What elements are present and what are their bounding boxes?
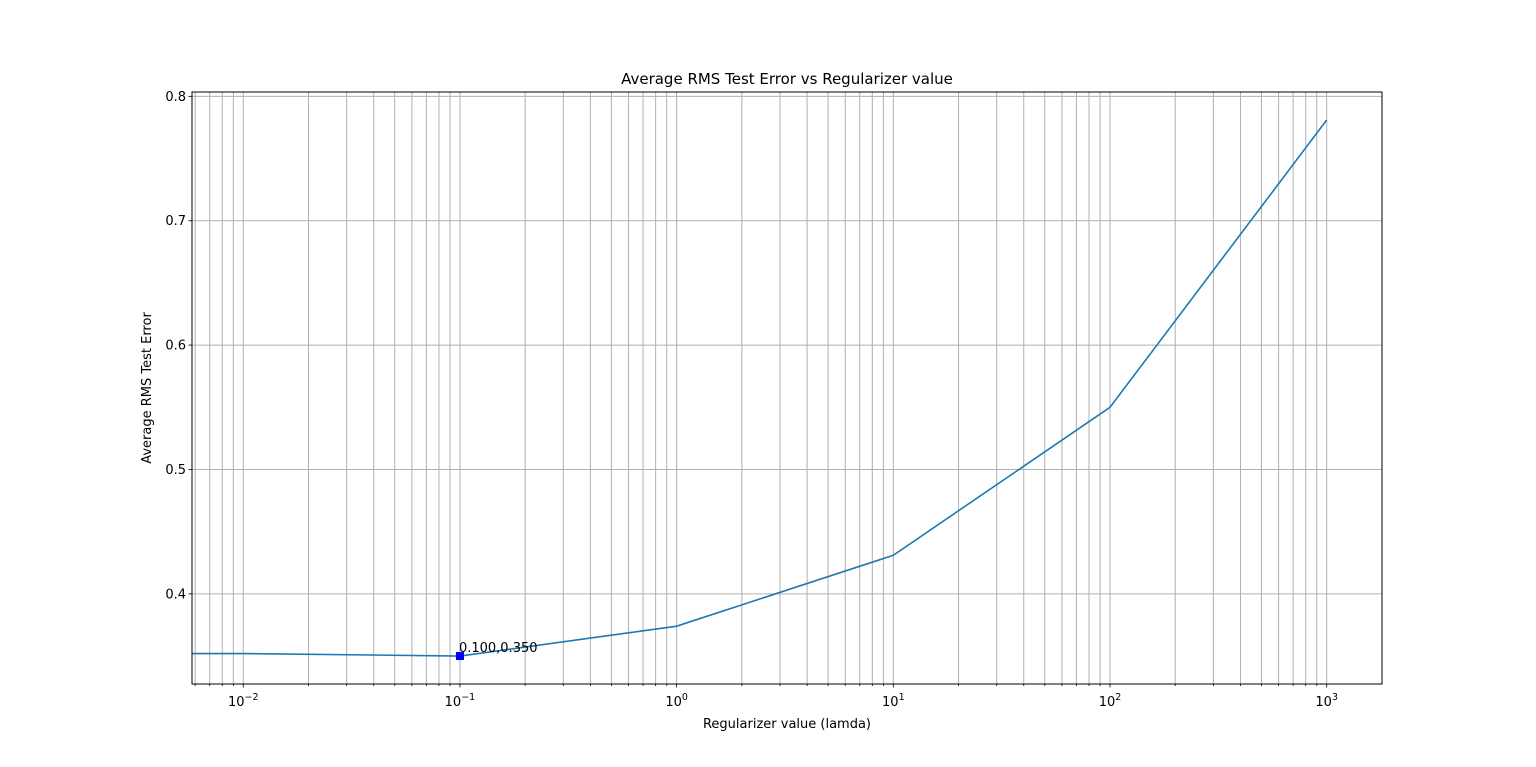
x-tick-label: 102	[1099, 692, 1122, 710]
x-tick-label: 10−2	[228, 692, 259, 710]
series-layer: 0.100,0.350	[192, 119, 1328, 661]
minimum-marker	[455, 652, 464, 661]
plot-frame	[191, 91, 1383, 685]
chart-title: Average RMS Test Error vs Regularizer va…	[621, 70, 953, 88]
ticks: 0.4 0.5 0.6 0.7 0.8 10−2 10−1 100 101 102 103	[165, 90, 1338, 710]
series-line	[192, 119, 1328, 657]
x-tick-label: 101	[882, 692, 905, 710]
y-tick-label: 0.6	[165, 339, 186, 354]
x-tick-label: 103	[1315, 692, 1338, 710]
x-tick-label: 100	[665, 692, 688, 710]
y-tick-label: 0.7	[165, 214, 186, 229]
x-tick-label: 10−1	[445, 692, 476, 710]
minimum-annotation: 0.100,0.350	[459, 641, 538, 656]
y-tick-label: 0.5	[165, 463, 186, 478]
y-axis-label: Average RMS Test Error	[140, 312, 155, 464]
x-axis-label: Regularizer value (lamda)	[703, 717, 871, 732]
y-tick-label: 0.4	[165, 587, 186, 602]
grid	[192, 92, 1382, 684]
y-tick-label: 0.8	[165, 90, 186, 105]
